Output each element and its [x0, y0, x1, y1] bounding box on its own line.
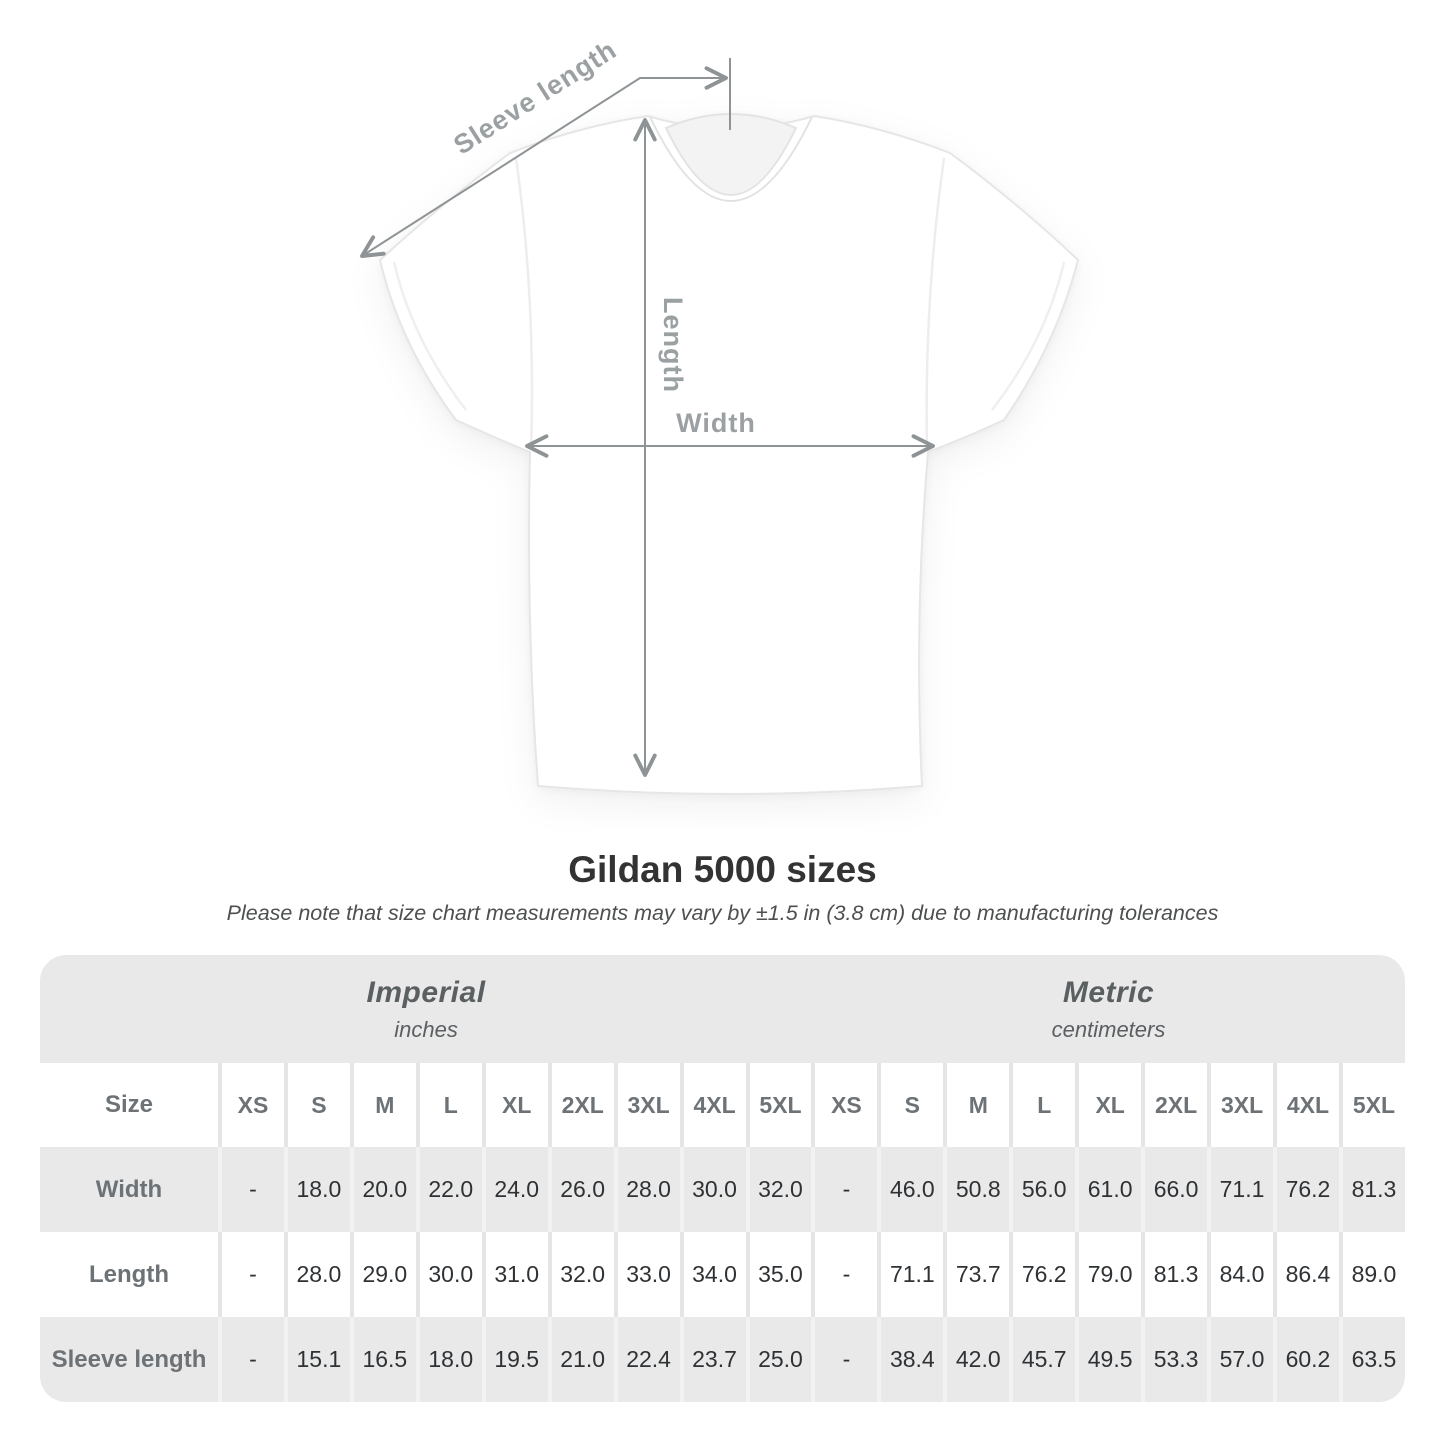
tshirt-measurement-diagram: Sleeve length Length Width: [360, 34, 1079, 795]
table-row-sleeve-length: Sleeve length -15.1 16.5 18.0 19.5 21.0 22.4 23…: [40, 1317, 1405, 1402]
value-cell-metric-s: 46.0: [877, 1147, 943, 1232]
value-cell-metric-l: 76.2: [1009, 1232, 1075, 1317]
size-col-metric-5xl: 5XL: [1338, 1063, 1405, 1147]
value-cell-imperial-3xl: 22.4: [613, 1317, 680, 1402]
value-cell-imperial-xs: -: [218, 1317, 284, 1402]
value-cell-imperial-s: 28.0: [283, 1232, 350, 1317]
value-cell-imperial-xs: -: [218, 1232, 284, 1317]
size-col-imperial-xs: XS: [218, 1063, 284, 1147]
value-cell-metric-3xl: 57.0: [1207, 1317, 1273, 1402]
size-col-imperial-2xl: 2XL: [547, 1063, 614, 1147]
length-label: Length: [658, 297, 688, 393]
value-cell-imperial-l: 22.0: [415, 1147, 482, 1232]
size-col-metric-4xl: 4XL: [1273, 1063, 1339, 1147]
size-col-metric-2xl: 2XL: [1141, 1063, 1207, 1147]
value-cell-imperial-4xl: 34.0: [679, 1232, 746, 1317]
value-cell-metric-m: 73.7: [943, 1232, 1009, 1317]
value-cell-imperial-xl: 31.0: [481, 1232, 548, 1317]
corner-label: Size: [104, 1091, 154, 1118]
value-cell-imperial-xs: -: [218, 1147, 284, 1232]
table-row-width: Width -18.0 20.0 22.0 24.0 26.0 28.0 30.0 32.0-4…: [40, 1147, 1405, 1232]
value-cell-metric-xl: 61.0: [1075, 1147, 1141, 1232]
value-cell-metric-l: 45.7: [1009, 1317, 1075, 1402]
value-cell-imperial-xl: 24.0: [481, 1147, 548, 1232]
page-title: Gildan 5000 sizes: [568, 849, 877, 890]
value-cell-imperial-s: 18.0: [283, 1147, 350, 1232]
value-cell-imperial-5xl: 32.0: [745, 1147, 812, 1232]
value-cell-metric-5xl: 81.3: [1338, 1147, 1405, 1232]
size-col-imperial-4xl: 4XL: [679, 1063, 746, 1147]
imperial-unit: inches: [394, 1016, 458, 1042]
tshirt-graphic: [379, 113, 1079, 795]
value-cell-metric-2xl: 53.3: [1141, 1317, 1207, 1402]
size-chart-table: Size XS S M L XL 2XL 3XL 4XL 5XL XS S M L XL 2XL 3XL 4XL…: [40, 1063, 1405, 1402]
value-cell-imperial-2xl: 32.0: [547, 1232, 614, 1317]
metric-unit: centimeters: [1051, 1016, 1166, 1042]
value-cell-imperial-xl: 19.5: [481, 1317, 548, 1402]
value-cell-metric-5xl: 89.0: [1338, 1232, 1405, 1317]
size-col-imperial-5xl: 5XL: [745, 1063, 812, 1147]
value-cell-metric-4xl: 76.2: [1273, 1147, 1339, 1232]
value-cell-metric-4xl: 86.4: [1273, 1232, 1339, 1317]
row-label: Width: [95, 1175, 163, 1203]
value-cell-metric-s: 71.1: [877, 1232, 943, 1317]
size-header-row: Size XS S M L XL 2XL 3XL 4XL 5XL XS S M L XL 2XL 3XL 4XL…: [40, 1063, 1405, 1147]
value-cell-metric-xl: 49.5: [1075, 1317, 1141, 1402]
size-col-imperial-s: S: [283, 1063, 350, 1147]
value-cell-imperial-m: 20.0: [349, 1147, 416, 1232]
size-col-imperial-m: M: [349, 1063, 416, 1147]
value-cell-metric-3xl: 71.1: [1207, 1147, 1273, 1232]
size-col-metric-3xl: 3XL: [1207, 1063, 1273, 1147]
tolerance-note: Please note that size chart measurements…: [226, 901, 1219, 925]
value-cell-metric-l: 56.0: [1009, 1147, 1075, 1232]
value-cell-metric-s: 38.4: [877, 1317, 943, 1402]
row-label: Sleeve length: [51, 1345, 207, 1373]
value-cell-imperial-l: 30.0: [415, 1232, 482, 1317]
value-cell-imperial-m: 16.5: [349, 1317, 416, 1402]
table-row-length: Length -28.0 29.0 30.0 31.0 32.0 33.0 34.0 35.0-…: [40, 1232, 1405, 1317]
value-cell-metric-3xl: 84.0: [1207, 1232, 1273, 1317]
size-col-metric-xs: XS: [811, 1063, 877, 1147]
value-cell-imperial-2xl: 26.0: [547, 1147, 614, 1232]
value-cell-imperial-4xl: 23.7: [679, 1317, 746, 1402]
row-label: Length: [89, 1260, 169, 1288]
value-cell-metric-xl: 79.0: [1075, 1232, 1141, 1317]
metric-title: Metric: [1062, 975, 1155, 1009]
size-col-imperial-3xl: 3XL: [613, 1063, 680, 1147]
width-label: Width: [676, 408, 756, 438]
value-cell-imperial-l: 18.0: [415, 1317, 482, 1402]
size-chart: Imperial inches Metric centimeters Size …: [40, 955, 1405, 1402]
value-cell-metric-2xl: 81.3: [1141, 1232, 1207, 1317]
metric-header: Metric centimeters: [812, 955, 1405, 1063]
value-cell-imperial-5xl: 35.0: [745, 1232, 812, 1317]
size-col-imperial-l: L: [415, 1063, 482, 1147]
value-cell-metric-xs: -: [811, 1232, 877, 1317]
value-cell-imperial-5xl: 25.0: [745, 1317, 812, 1402]
units-band: Imperial inches Metric centimeters: [40, 955, 1405, 1063]
value-cell-metric-m: 42.0: [943, 1317, 1009, 1402]
value-cell-imperial-4xl: 30.0: [679, 1147, 746, 1232]
size-col-metric-m: M: [943, 1063, 1009, 1147]
value-cell-metric-xs: -: [811, 1147, 877, 1232]
value-cell-metric-5xl: 63.5: [1338, 1317, 1405, 1402]
size-col-metric-l: L: [1009, 1063, 1075, 1147]
imperial-header: Imperial inches: [40, 955, 812, 1063]
value-cell-metric-xs: -: [811, 1317, 877, 1402]
value-cell-metric-m: 50.8: [943, 1147, 1009, 1232]
value-cell-imperial-s: 15.1: [283, 1317, 350, 1402]
value-cell-imperial-3xl: 33.0: [613, 1232, 680, 1317]
size-col-metric-s: S: [877, 1063, 943, 1147]
value-cell-imperial-3xl: 28.0: [613, 1147, 680, 1232]
size-col-metric-xl: XL: [1075, 1063, 1141, 1147]
value-cell-metric-2xl: 66.0: [1141, 1147, 1207, 1232]
size-col-imperial-xl: XL: [481, 1063, 548, 1147]
value-cell-imperial-m: 29.0: [349, 1232, 416, 1317]
value-cell-metric-4xl: 60.2: [1273, 1317, 1339, 1402]
imperial-title: Imperial: [366, 975, 486, 1009]
value-cell-imperial-2xl: 21.0: [547, 1317, 614, 1402]
sleeve-length-arrow: [360, 66, 728, 258]
